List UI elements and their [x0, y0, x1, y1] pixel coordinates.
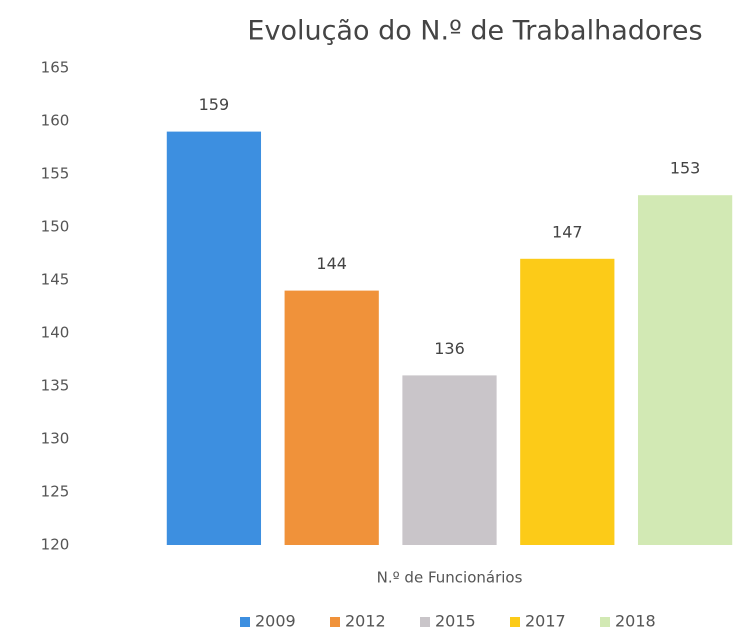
legend-label: 2009: [255, 612, 296, 630]
y-tick-label: 135: [41, 377, 70, 395]
bar: [166, 131, 262, 545]
bar: [284, 290, 379, 545]
y-tick-label: 140: [41, 324, 70, 342]
bar: [520, 258, 615, 545]
legend-label: 2015: [435, 612, 476, 630]
chart-title: Evolução do N.º de Trabalhadores: [247, 16, 702, 47]
legend-label: 2012: [345, 612, 386, 630]
data-label: 153: [670, 159, 701, 178]
data-label: 136: [434, 339, 465, 358]
legend-swatch: [240, 617, 250, 627]
legend-swatch: [600, 617, 610, 627]
legend-swatch: [330, 617, 340, 627]
bar: [402, 375, 497, 545]
y-tick-label: 165: [41, 59, 70, 77]
y-tick-label: 155: [41, 165, 70, 183]
y-tick-label: 160: [41, 112, 70, 130]
data-label: 159: [199, 95, 230, 114]
legend-swatch: [420, 617, 430, 627]
y-tick-label: 130: [41, 430, 70, 448]
bar: [637, 195, 733, 545]
y-tick-label: 145: [41, 271, 70, 289]
y-tick-label: 150: [41, 218, 70, 236]
y-tick-label: 120: [41, 536, 70, 554]
legend-label: 2017: [525, 612, 566, 630]
y-tick-label: 125: [41, 483, 70, 501]
legend-label: 2018: [615, 612, 656, 630]
data-label: 147: [552, 222, 583, 241]
data-label: 144: [316, 254, 347, 273]
legend-swatch: [510, 617, 520, 627]
x-tick-label: N.º de Funcionários: [377, 569, 523, 587]
